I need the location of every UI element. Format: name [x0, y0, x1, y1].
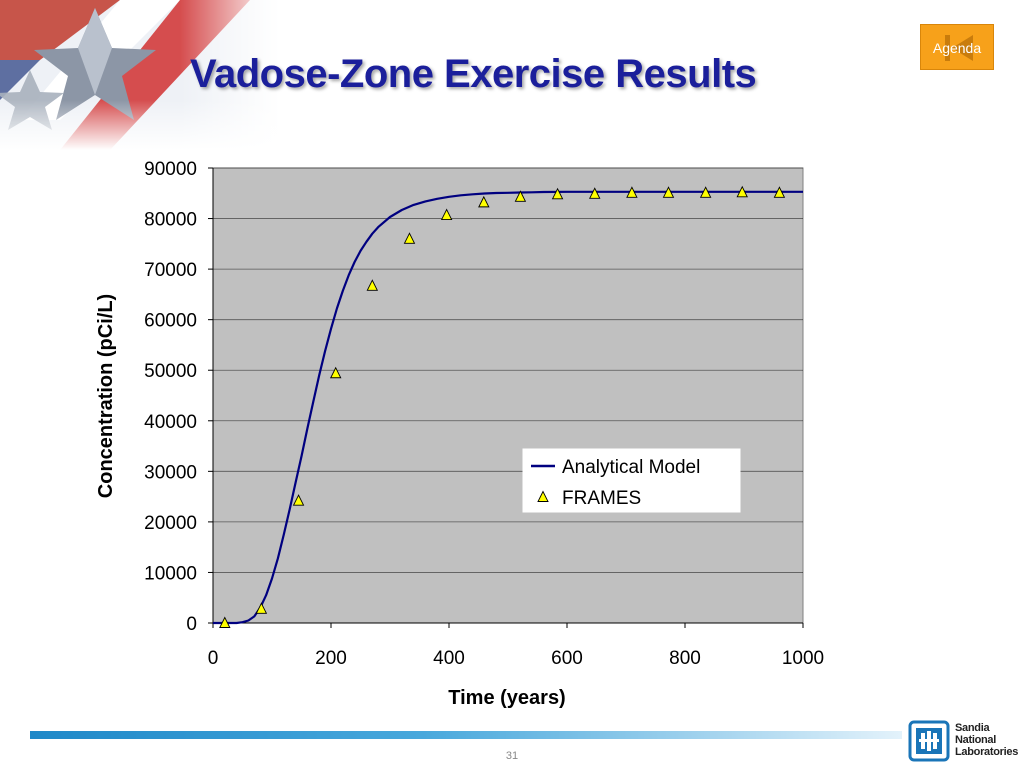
y-tick-label: 10000: [144, 563, 197, 584]
y-tick-label: 20000: [144, 513, 197, 534]
x-tick-label: 200: [315, 648, 347, 669]
frames-data-point: [255, 602, 268, 614]
concentration-chart: 0100002000030000400005000060000700008000…: [95, 159, 824, 709]
x-tick-label: 600: [551, 648, 583, 669]
x-axis-title: Time (years): [448, 687, 565, 709]
frames-data-point: [403, 232, 416, 244]
corner-decoration-image: [0, 0, 280, 150]
frames-data-point: [478, 195, 490, 208]
logo-line-3: Laboratories: [955, 746, 1019, 758]
frames-data-point: [626, 186, 638, 198]
legend-box: [522, 448, 741, 513]
x-tick-label: 400: [433, 648, 465, 669]
frames-data-point: [329, 366, 342, 379]
x-tick-label: 800: [669, 648, 701, 669]
slide-title: Vadose-Zone Exercise Results: [190, 52, 757, 96]
x-tick-label: 0: [208, 648, 219, 669]
footer-bar: [30, 731, 902, 739]
back-to-start-icon: [945, 35, 973, 61]
analytical-model-line: [213, 190, 803, 625]
legend-label-frames: FRAMES: [562, 488, 641, 509]
frames-data-point: [662, 186, 675, 198]
page-number: 31: [505, 750, 519, 762]
logo-line-1: Sandia: [955, 722, 990, 734]
frames-data-point: [551, 187, 564, 200]
y-axis-title: Concentration (pCi/L): [95, 294, 117, 498]
frames-data-point: [219, 616, 231, 628]
y-tick-label: 40000: [144, 412, 197, 433]
frames-data-point: [773, 186, 786, 198]
y-tick-label: 0: [186, 614, 197, 635]
y-tick-label: 70000: [144, 260, 197, 281]
y-tick-label: 80000: [144, 210, 197, 231]
frames-data-point: [366, 279, 379, 291]
frames-data-point: [736, 185, 748, 198]
frames-data-point: [589, 187, 601, 199]
y-tick-label: 30000: [144, 462, 197, 483]
legend-label-analytical: Analytical Model: [562, 457, 700, 478]
y-tick-label: 60000: [144, 311, 197, 332]
plot-area: [212, 167, 804, 624]
agenda-button[interactable]: Agenda: [920, 24, 994, 70]
thunderbird-logo-icon: [908, 720, 950, 762]
frames-data-point: [440, 208, 453, 220]
frames-data-point: [699, 186, 712, 198]
sandia-logo: Sandia National Laboratories: [908, 720, 1018, 764]
logo-line-2: National: [955, 734, 996, 746]
frames-data-point: [292, 494, 305, 506]
y-tick-label: 50000: [144, 361, 197, 382]
legend-marker-swatch: [537, 490, 549, 502]
frames-data-point: [514, 190, 527, 202]
x-tick-label: 1000: [782, 648, 824, 669]
agenda-button-label: Agenda: [932, 40, 982, 56]
y-tick-label: 90000: [144, 159, 197, 180]
